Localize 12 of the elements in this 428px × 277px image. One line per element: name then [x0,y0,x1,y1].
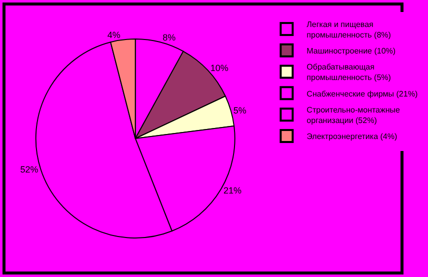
legend-label: Снабженческие фирмы (21%) [306,89,418,98]
legend-label: Строительно-монтажные организации (52%) [306,105,401,125]
data-label: 4% [107,30,120,40]
data-label: 10% [210,63,228,74]
legend-label: Машиностроение (10%) [306,46,396,56]
data-label: 52% [20,164,38,175]
legend-label: Обрабатывающая промышленность (5%) [306,62,392,82]
data-label: 5% [233,105,246,116]
data-label: 21% [223,185,242,196]
legend-label: Легкая и пищевая промышленность (8%) [306,20,392,40]
legend-label: Электроэнергетика (4%) [306,132,398,142]
data-label: 8% [162,32,176,42]
